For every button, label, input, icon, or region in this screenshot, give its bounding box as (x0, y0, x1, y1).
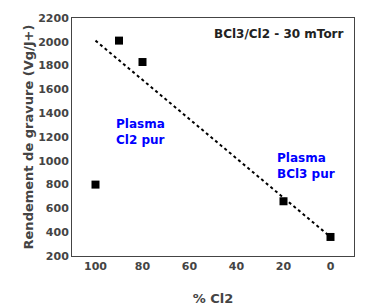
svg-text:Rendement de gravure (Vg/J+): Rendement de gravure (Vg/J+) (21, 25, 36, 250)
svg-text:BCl3/Cl2 - 30 mTorr: BCl3/Cl2 - 30 mTorr (214, 27, 344, 41)
svg-text:2000: 2000 (38, 36, 69, 49)
svg-text:0: 0 (327, 260, 335, 273)
svg-text:1600: 1600 (38, 83, 69, 96)
svg-text:20: 20 (276, 260, 292, 273)
svg-text:1000: 1000 (38, 155, 69, 168)
svg-text:80: 80 (135, 260, 151, 273)
svg-text:1200: 1200 (38, 131, 69, 144)
svg-text:1800: 1800 (38, 59, 69, 72)
svg-text:600: 600 (46, 202, 69, 215)
svg-text:1400: 1400 (38, 107, 69, 120)
svg-text:200: 200 (46, 250, 69, 263)
svg-text:100: 100 (84, 260, 107, 273)
svg-text:% Cl2: % Cl2 (193, 291, 234, 306)
svg-text:PlasmaBCl3 pur: PlasmaBCl3 pur (277, 151, 335, 181)
svg-text:800: 800 (46, 178, 69, 191)
svg-text:40: 40 (229, 260, 245, 273)
svg-text:400: 400 (46, 226, 69, 239)
svg-text:60: 60 (182, 260, 198, 273)
svg-text:2200: 2200 (38, 12, 69, 25)
svg-text:PlasmaCl2 pur: PlasmaCl2 pur (116, 117, 165, 147)
